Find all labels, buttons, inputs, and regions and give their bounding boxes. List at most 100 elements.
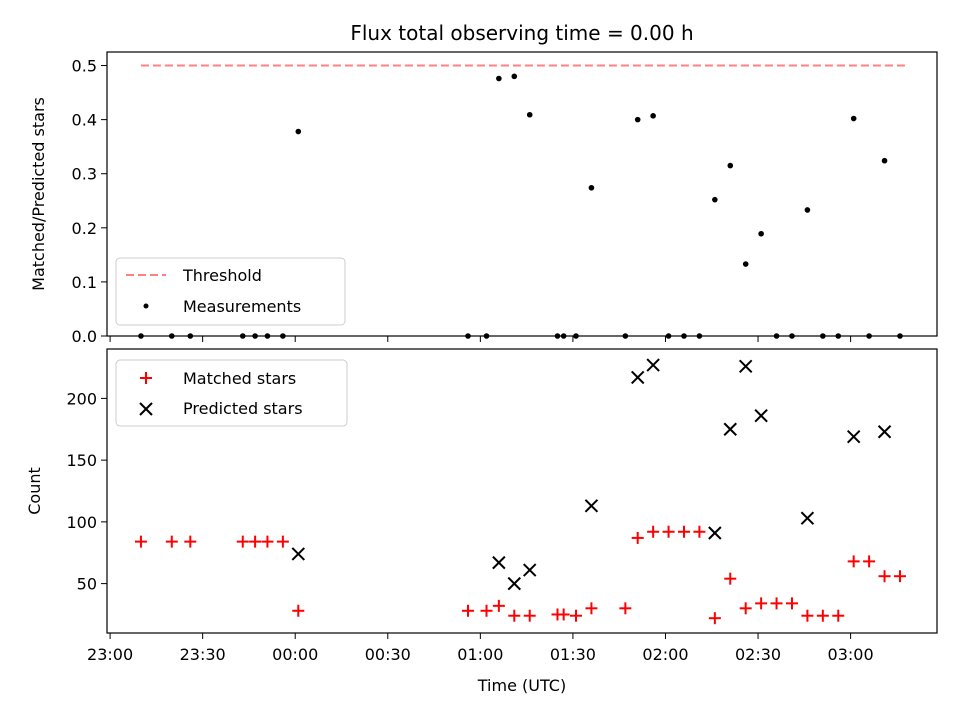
legend-matched-label: Matched stars [183,369,296,388]
matched-star-point [134,535,147,548]
legend-matched-swatch [140,372,152,384]
bottom-panel: 23:00 23:30 00:00 00:30 01:00 01:30 02:00 02:30… [66,358,906,664]
bottom-y-tick-label: 100 [66,513,97,532]
x-tick-label: 02:30 [735,645,781,664]
top-y-tick-label: 0.0 [72,327,97,346]
matched-star-point [631,531,644,544]
measurement-point [634,116,641,123]
matched-star-point [523,609,536,622]
bottom-y-tick-label: 150 [66,451,97,470]
measurement-point [850,115,857,122]
matched-star-point [292,604,305,617]
matched-star-point [832,609,845,622]
matched-star-point [492,599,505,612]
predicted-star-point [800,511,815,525]
matched-star-point [739,602,752,615]
matched-star-point [863,555,876,568]
x-tick-label: 00:30 [365,645,411,664]
x-tick-label: 23:00 [87,645,133,664]
predicted-star-point [584,499,599,513]
x-tick-label: 01:00 [457,645,503,664]
predicted-star-point [846,429,861,444]
measurement-point [727,162,734,169]
predicted-star-point [492,555,506,570]
measurement-point [881,157,888,164]
top-y-tick-label: 0.2 [72,219,97,238]
matched-star-point [847,555,860,568]
top-panel: 0.0 0.1 0.2 0.3 0.4 0.5 [72,57,907,346]
x-tick-label: 00:00 [272,645,318,664]
matched-star-point [557,608,570,621]
measurement-point [526,111,533,118]
bottom-legend: Matched stars Predicted stars [115,359,348,427]
predicted-star-point [646,358,660,372]
predicted-star-point [523,563,537,577]
top-legend: Threshold Measurements [115,257,346,326]
matched-star-point [165,535,178,548]
matched-star-point [585,602,598,615]
predicted-star-point [738,359,753,373]
measurement-point [496,75,502,82]
predicted-star-point [877,425,892,439]
measurement-point [588,184,595,191]
measurement-point [758,230,764,237]
measurement-point [804,207,811,213]
predicted-star-point [708,526,722,540]
top-y-tick-label: 0.1 [72,273,97,292]
matched-star-point [249,535,262,548]
measurement-point [511,73,518,80]
matched-star-point [508,609,521,622]
matched-star-point [647,525,660,538]
predicted-star-point [630,370,645,385]
matched-star-point [878,570,891,583]
top-axes-frame [106,51,938,337]
matched-star-point [708,612,721,625]
matched-star-point [619,602,632,615]
legend-measurements-label: Measurements [183,297,301,316]
top-y-tick-label: 0.3 [72,165,97,184]
legend-measurements-swatch [143,303,149,309]
matched-star-point [662,525,675,538]
legend-threshold-label: Threshold [182,266,262,285]
chart-title: Flux total observing time = 0.00 h [350,21,693,45]
matched-star-point [755,597,768,610]
bottom-axes-frame [106,348,938,634]
predicted-star-point [723,422,737,436]
x-tick-label: 02:00 [642,645,688,664]
bottom-y-axis-label: Count [25,467,44,515]
x-tick-label: 03:00 [828,645,874,664]
predicted-star-point [291,547,306,561]
predicted-star-point [754,408,768,423]
matched-star-point [785,597,798,610]
measurement-point [295,128,302,135]
top-y-tick-label: 0.4 [72,111,97,130]
matched-star-point [677,525,690,538]
matched-star-point [236,535,249,548]
x-axis-label: Time (UTC) [477,676,566,695]
matched-star-point [801,609,814,622]
top-y-axis-label: Matched/Predicted stars [29,97,48,291]
top-y-tick-label: 0.5 [72,57,97,76]
matched-star-point [693,525,706,538]
matched-star-point [462,604,475,617]
matched-star-point [569,609,582,622]
bottom-y-tick-label: 200 [66,389,97,408]
measurement-point [742,261,749,267]
matched-star-point [261,535,274,548]
bottom-y-tick-label: 50 [77,575,97,594]
legend-predicted-label: Predicted stars [183,399,303,418]
bottom-legend-frame [115,359,348,427]
top-legend-frame [115,257,346,326]
measurement-point [712,196,718,203]
measurement-point [650,113,656,119]
matched-star-point [770,597,783,610]
matched-star-point [184,535,197,548]
matched-star-point [480,604,493,617]
predicted-star-point [507,576,521,591]
matched-star-point [893,570,906,583]
x-tick-label: 23:30 [180,645,226,664]
matched-star-point [276,535,289,548]
x-tick-label: 01:30 [550,645,596,664]
legend-predicted-swatch [139,402,153,416]
